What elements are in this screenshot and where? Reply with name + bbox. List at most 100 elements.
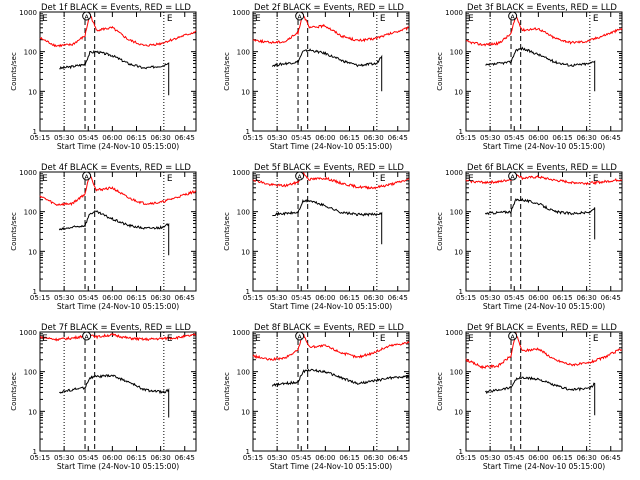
y-axis-label: Counts/sec: [10, 212, 18, 251]
x-axis-label: Start Time (24-Nov-10 05:15:00): [483, 302, 605, 311]
marker-e-left: E: [255, 14, 261, 24]
x-tick-label: 06:00: [315, 294, 335, 302]
x-tick-label: 06:30: [151, 454, 171, 462]
y-tick-label: 10: [454, 248, 463, 256]
y-tick-label: 10: [28, 408, 37, 416]
plot-frame: [465, 11, 623, 132]
y-tick-label: 1000: [19, 169, 37, 177]
series-line-events: [485, 46, 596, 92]
plot-frame: [252, 171, 410, 292]
y-axis-label: Counts/sec: [436, 372, 444, 411]
attenuator-marker: [508, 171, 518, 181]
x-tick-label: 06:45: [388, 134, 408, 142]
marker-a: A: [510, 13, 515, 21]
x-tick-label: 05:15: [456, 134, 476, 142]
series-line-lld: [252, 12, 410, 45]
chart-panel-7: Det 7f BLACK = Events, RED = LLD 1 10 100 10…: [10, 323, 197, 471]
x-tick-label: 06:00: [102, 294, 122, 302]
x-tick-label: 05:30: [267, 294, 287, 302]
series-line-lld: [252, 333, 410, 361]
chart-panel-8: Det 8f BLACK = Events, RED = LLD 1 10 100 10…: [223, 323, 410, 471]
y-tick-label: 10: [241, 88, 250, 96]
y-tick-label: 100: [237, 369, 250, 377]
marker-e-left: E: [468, 14, 474, 24]
y-axis-label: Counts/sec: [436, 212, 444, 251]
x-tick-label: 06:30: [577, 134, 597, 142]
marker-e-left: E: [42, 334, 48, 344]
plot-frame: [252, 331, 410, 452]
series-line-lld: [40, 333, 197, 342]
x-tick-label: 06:30: [151, 294, 171, 302]
attenuator-marker: [508, 11, 518, 21]
marker-a: A: [297, 333, 302, 341]
marker-e-right: E: [593, 174, 599, 184]
y-axis-label: Counts/sec: [223, 52, 231, 91]
x-axis-label: Start Time (24-Nov-10 05:15:00): [483, 142, 605, 151]
chart-title: Det 8f BLACK = Events, RED = LLD: [254, 323, 404, 333]
y-tick-label: 1000: [19, 329, 37, 337]
x-tick-label: 06:15: [552, 294, 572, 302]
chart-panel-6: Det 6f BLACK = Events, RED = LLD 1 10 100 10…: [436, 163, 623, 311]
x-tick-label: 05:15: [243, 294, 263, 302]
x-tick-label: 05:45: [78, 294, 98, 302]
y-tick-label: 10: [241, 248, 250, 256]
x-tick-label: 05:45: [78, 454, 98, 462]
y-tick-label: 1000: [445, 329, 463, 337]
plot-frame: [465, 171, 623, 292]
x-tick-label: 05:30: [54, 294, 74, 302]
x-tick-label: 06:00: [528, 134, 548, 142]
attenuator-marker: [295, 171, 305, 181]
y-tick-label: 1: [246, 288, 250, 296]
x-tick-label: 06:15: [126, 134, 146, 142]
x-axis-label: Start Time (24-Nov-10 05:15:00): [57, 302, 179, 311]
x-tick-label: 06:45: [175, 454, 195, 462]
marker-a: A: [84, 333, 89, 341]
x-tick-label: 06:30: [364, 294, 384, 302]
y-tick-label: 1000: [232, 169, 250, 177]
plot-frame: [39, 11, 197, 132]
y-tick-label: 1: [246, 128, 250, 136]
chart-title: Det 3f BLACK = Events, RED = LLD: [467, 3, 617, 13]
series-line-events: [272, 198, 383, 245]
series-line-events: [59, 49, 170, 96]
chart-panel-1: Det 1f BLACK = Events, RED = LLD 1 10 100 10…: [10, 3, 197, 151]
y-tick-label: 100: [237, 209, 250, 217]
chart-title: Det 1f BLACK = Events, RED = LLD: [41, 3, 191, 13]
x-tick-label: 05:15: [30, 454, 50, 462]
y-tick-label: 100: [24, 369, 37, 377]
x-tick-label: 06:45: [601, 454, 621, 462]
y-tick-label: 1: [246, 448, 250, 456]
x-tick-label: 05:45: [504, 454, 524, 462]
x-tick-label: 05:15: [456, 454, 476, 462]
x-tick-label: 05:15: [30, 134, 50, 142]
x-tick-label: 06:15: [552, 454, 572, 462]
marker-a: A: [84, 13, 89, 21]
x-tick-label: 06:45: [175, 134, 195, 142]
chart-panel-5: Det 5f BLACK = Events, RED = LLD 1 10 100 10…: [223, 163, 410, 311]
x-tick-label: 06:15: [339, 134, 359, 142]
x-tick-label: 06:30: [364, 454, 384, 462]
y-tick-label: 1000: [232, 329, 250, 337]
y-axis-label: Counts/sec: [10, 372, 18, 411]
series-line-lld: [465, 15, 623, 47]
chart-title: Det 6f BLACK = Events, RED = LLD: [467, 163, 617, 173]
x-tick-label: 06:45: [388, 454, 408, 462]
marker-a: A: [510, 173, 515, 181]
marker-e-left: E: [42, 14, 48, 24]
x-axis-label: Start Time (24-Nov-10 05:15:00): [57, 142, 179, 151]
x-tick-label: 06:45: [601, 294, 621, 302]
y-tick-label: 100: [24, 209, 37, 217]
y-axis-label: Counts/sec: [223, 212, 231, 251]
series-line-events: [58, 210, 170, 256]
marker-a: A: [510, 333, 515, 341]
marker-e-left: E: [468, 334, 474, 344]
x-tick-label: 06:30: [151, 134, 171, 142]
y-axis-label: Counts/sec: [223, 372, 231, 411]
marker-a: A: [297, 13, 302, 21]
marker-e-left: E: [255, 174, 261, 184]
x-tick-label: 06:30: [364, 134, 384, 142]
series-line-events: [59, 374, 170, 418]
marker-e-right: E: [167, 334, 173, 344]
x-axis-label: Start Time (24-Nov-10 05:15:00): [270, 462, 392, 471]
